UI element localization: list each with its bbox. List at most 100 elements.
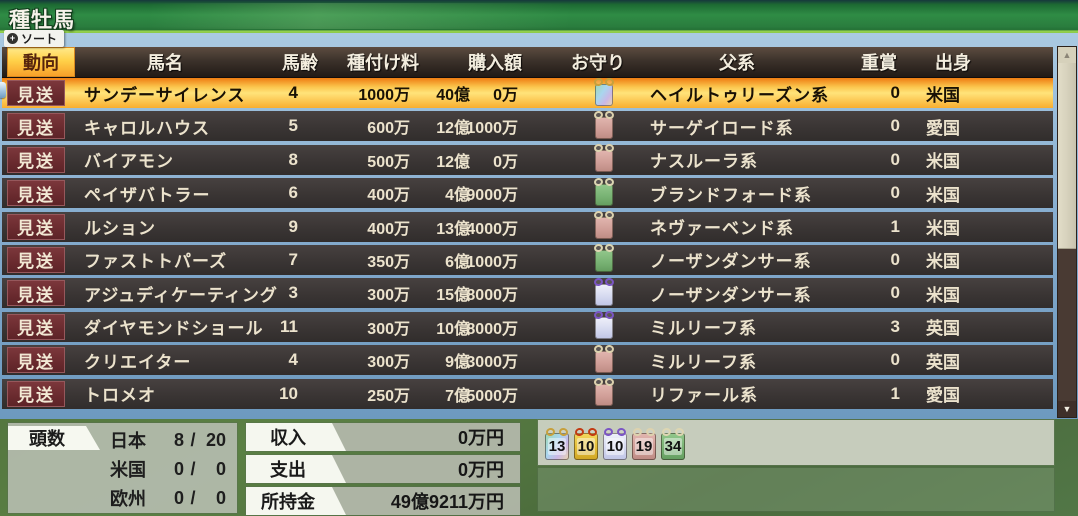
stud-fee: 400万 xyxy=(367,220,410,238)
column-header-charm[interactable]: お守り xyxy=(571,53,625,73)
origin-country: 米国 xyxy=(926,285,960,305)
origin-country: 愛国 xyxy=(926,118,960,138)
purchase-oku: 15億 xyxy=(436,287,470,305)
funds-label: 所持金 xyxy=(246,487,346,515)
scrollbar[interactable]: ▲ ▼ xyxy=(1058,47,1076,417)
charm-bow-icon xyxy=(593,177,615,186)
scroll-down-icon[interactable]: ▼ xyxy=(1058,401,1076,417)
table-row[interactable]: 見送 キャロルハウス 5 600万 12億 1000万 サーゲイロード系 0 愛… xyxy=(2,111,1053,142)
title-bar-sheen xyxy=(150,3,570,29)
horse-age: 8 xyxy=(288,149,298,169)
stud-fee: 600万 xyxy=(367,120,410,138)
expense-bar: 支出 0万円 xyxy=(246,455,520,483)
head-count-label: 頭数 xyxy=(8,426,100,450)
sort-button[interactable]: + ソート xyxy=(4,30,65,47)
purchase-oku: 4億 xyxy=(445,187,470,205)
column-header-name[interactable]: 馬名 xyxy=(147,53,183,73)
region-max: 20 xyxy=(205,429,226,450)
origin-country: 米国 xyxy=(926,185,960,205)
charm-count: 10 xyxy=(576,438,596,455)
charm-icon xyxy=(595,384,613,407)
graded-wins: 1 xyxy=(890,216,900,236)
action-badge[interactable]: 見送 xyxy=(7,213,65,240)
action-badge[interactable]: 見送 xyxy=(7,246,65,273)
sire-line: リファール系 xyxy=(650,386,758,406)
column-header-age[interactable]: 馬齢 xyxy=(282,53,318,73)
table-row[interactable]: 見送 トロメオ 10 250万 7億 5000万 リファール系 1 愛国 xyxy=(2,378,1053,409)
column-header-purchase[interactable]: 購入額 xyxy=(468,53,522,73)
region-count: 0 xyxy=(173,487,184,508)
table-row[interactable]: 見送 ペイザバトラー 6 400万 4億 9000万 ブランドフォード系 0 米… xyxy=(2,178,1053,209)
action-badge[interactable]: 見送 xyxy=(7,113,65,140)
region-max: 0 xyxy=(215,458,226,479)
horse-name: ルション xyxy=(84,219,156,239)
table-row[interactable]: 見送 ダイヤモンドショール 11 300万 10億 8000万 ミルリーフ系 3… xyxy=(2,311,1053,342)
charm-icon xyxy=(595,150,613,173)
action-badge[interactable]: 見送 xyxy=(7,146,65,173)
action-badge[interactable]: 見送 xyxy=(7,80,65,106)
column-header-graded[interactable]: 重賞 xyxy=(861,53,897,73)
graded-wins: 0 xyxy=(890,116,900,136)
purchase-man: 9000万 xyxy=(466,187,518,205)
purchase-oku: 7億 xyxy=(445,387,470,405)
charm-bow-icon xyxy=(593,277,615,286)
purchase-oku: 12億 xyxy=(436,120,470,138)
charm-count-icon: 13 xyxy=(545,433,569,460)
head-count-panel: 頭数 日本 8 / 20 米国 0 / 0 欧州 0 / 0 xyxy=(8,423,237,513)
purchase-man: 4000万 xyxy=(466,220,518,238)
action-badge[interactable]: 見送 xyxy=(7,347,65,374)
charm-count: 10 xyxy=(605,438,625,455)
region-count: 0 xyxy=(173,458,184,479)
table-row[interactable]: 見送 ファストトパーズ 7 350万 6億 1000万 ノーザンダンサー系 0 … xyxy=(2,244,1053,275)
horse-age: 5 xyxy=(288,116,298,136)
purchase-man: 0万 xyxy=(493,153,518,171)
head-count-row: 米国 0 / 0 xyxy=(8,456,237,482)
action-badge[interactable]: 見送 xyxy=(7,180,65,207)
charm-icon xyxy=(595,116,613,139)
charm-icon xyxy=(595,183,613,206)
table-row[interactable]: 見送 サンデーサイレンス 4 1000万 40億 0万 ヘイルトゥリーズン系 0… xyxy=(2,78,1053,108)
charm-bow-icon xyxy=(661,427,685,436)
scroll-up-icon[interactable]: ▲ xyxy=(1058,47,1076,63)
graded-wins: 0 xyxy=(890,149,900,169)
page-title: 種牡馬 xyxy=(9,9,75,32)
purchase-man: 3000万 xyxy=(466,354,518,372)
table-row[interactable]: 見送 バイアモン 8 500万 12億 0万 ナスルーラ系 0 米国 xyxy=(2,144,1053,175)
table-row[interactable]: 見送 アジュディケーティング 3 300万 15億 8000万 ノーザンダンサー… xyxy=(2,278,1053,309)
table-row[interactable]: 見送 クリエイター 4 300万 9億 3000万 ミルリーフ系 0 英国 xyxy=(2,345,1053,376)
column-header-sire-line[interactable]: 父系 xyxy=(719,53,755,73)
action-badge[interactable]: 見送 xyxy=(7,380,65,407)
sire-line: サーゲイロード系 xyxy=(650,118,794,138)
table-row[interactable]: 見送 ルション 9 400万 13億 4000万 ネヴァーベンド系 1 米国 xyxy=(2,211,1053,242)
charm-count: 34 xyxy=(663,438,683,455)
column-header-stud-fee[interactable]: 種付け料 xyxy=(347,53,419,73)
horse-age: 4 xyxy=(288,350,298,370)
scrollbar-thumb[interactable] xyxy=(1058,63,1076,249)
charm-count-icon: 10 xyxy=(603,433,627,460)
stud-fee: 300万 xyxy=(367,287,410,305)
action-badge[interactable]: 見送 xyxy=(7,280,65,307)
charm-count: 13 xyxy=(547,438,567,455)
action-badge[interactable]: 見送 xyxy=(7,313,65,340)
charm-bow-icon xyxy=(632,427,656,436)
column-header-trend[interactable]: 動向 xyxy=(7,47,75,77)
sire-line: ノーザンダンサー系 xyxy=(650,252,812,272)
table-header: 動向 馬名 馬齢 種付け料 購入額 お守り 父系 重賞 出身 xyxy=(2,47,1053,78)
expense-value: 0万円 xyxy=(457,460,504,480)
title-bar xyxy=(0,0,1078,33)
graded-wins: 0 xyxy=(890,283,900,303)
horse-name: アジュディケーティング xyxy=(84,285,278,305)
column-header-origin[interactable]: 出身 xyxy=(935,53,971,73)
sort-plus-icon: + xyxy=(7,33,18,44)
origin-country: 米国 xyxy=(926,219,960,239)
region-label: 米国 xyxy=(110,460,146,480)
count-separator: / xyxy=(190,487,196,508)
graded-wins: 0 xyxy=(890,183,900,203)
graded-wins: 0 xyxy=(890,83,900,102)
charm-bow-icon xyxy=(593,77,615,86)
region-label: 日本 xyxy=(110,431,146,451)
horse-age: 7 xyxy=(288,249,298,269)
charm-icon xyxy=(595,283,613,306)
origin-country: 米国 xyxy=(926,252,960,272)
